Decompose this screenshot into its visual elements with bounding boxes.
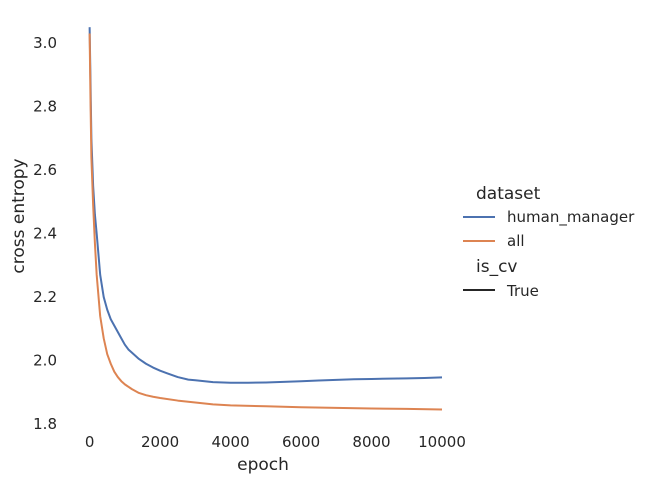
y-axis-ticks: 1.8 2.0 2.2 2.4 2.6 2.8 3.0 <box>33 34 57 433</box>
x-tick-label: 0 <box>85 433 95 451</box>
y-tick-label: 1.8 <box>33 415 57 433</box>
y-tick-label: 2.8 <box>33 98 57 116</box>
legend-label-all: all <box>507 232 525 250</box>
x-tick-label: 4000 <box>211 433 249 451</box>
y-tick-label: 2.4 <box>33 225 57 243</box>
legend-label-true: True <box>506 282 539 300</box>
x-axis-ticks: 0 2000 4000 6000 8000 10000 <box>85 433 466 451</box>
series-line-human-manager <box>88 27 443 384</box>
legend-style-title: is_cv <box>476 257 518 277</box>
x-axis-label: epoch <box>237 455 289 475</box>
y-axis-label: cross entropy <box>9 158 29 273</box>
y-tick-label: 2.6 <box>33 161 57 179</box>
series-lines <box>88 27 443 411</box>
legend: dataset human_manager all is_cv True <box>463 184 635 300</box>
y-tick-label: 3.0 <box>33 34 57 52</box>
x-tick-label: 10000 <box>418 433 466 451</box>
legend-label-human-manager: human_manager <box>507 208 635 227</box>
x-tick-label: 8000 <box>352 433 390 451</box>
x-tick-label: 6000 <box>282 433 320 451</box>
series-line-all <box>88 33 443 411</box>
legend-hue-title: dataset <box>476 184 541 204</box>
x-tick-label: 2000 <box>141 433 179 451</box>
y-tick-label: 2.2 <box>33 288 57 306</box>
y-tick-label: 2.0 <box>33 352 57 370</box>
